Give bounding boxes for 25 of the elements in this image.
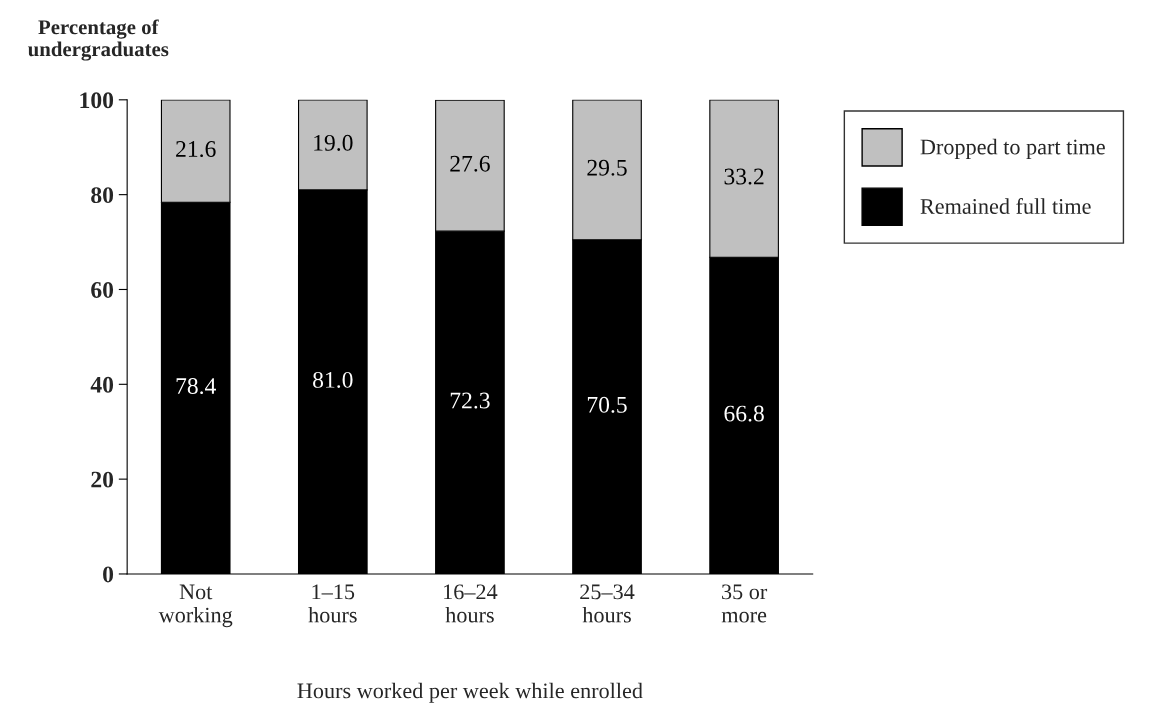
- data-label: 72.3: [450, 392, 490, 409]
- y-tick-label: 60: [91, 281, 114, 298]
- data-label: 78.4: [176, 378, 216, 395]
- y-axis-title: Percentage of undergraduates: [27, 19, 169, 61]
- x-tick-label: 25–34 hours: [580, 584, 635, 623]
- x-axis-title: Hours worked per week while enrolled: [297, 682, 643, 703]
- data-label: 66.8: [724, 405, 764, 422]
- legend-label: Dropped to part time: [920, 138, 1105, 159]
- legend-label: Remained full time: [920, 198, 1091, 214]
- data-label: 81.0: [313, 371, 353, 388]
- x-tick-label: Not working: [158, 584, 233, 628]
- y-tick-label: 100: [80, 92, 114, 109]
- data-label: 21.6: [176, 141, 216, 158]
- y-tick-label: 80: [91, 187, 114, 204]
- y-tick-label: 0: [103, 566, 114, 583]
- x-tick-label: 16–24 hours: [444, 584, 498, 623]
- y-tick-label: 40: [90, 376, 114, 393]
- y-tick-label: 20: [91, 471, 114, 488]
- data-label: 70.5: [587, 396, 627, 413]
- data-label: 19.0: [314, 134, 353, 151]
- data-label: 33.2: [724, 168, 764, 185]
- x-tick-label: 1–15 hours: [308, 584, 357, 623]
- data-label: 29.5: [587, 159, 627, 176]
- x-tick-label: 35 or more: [721, 584, 768, 623]
- data-label: 27.6: [450, 155, 490, 172]
